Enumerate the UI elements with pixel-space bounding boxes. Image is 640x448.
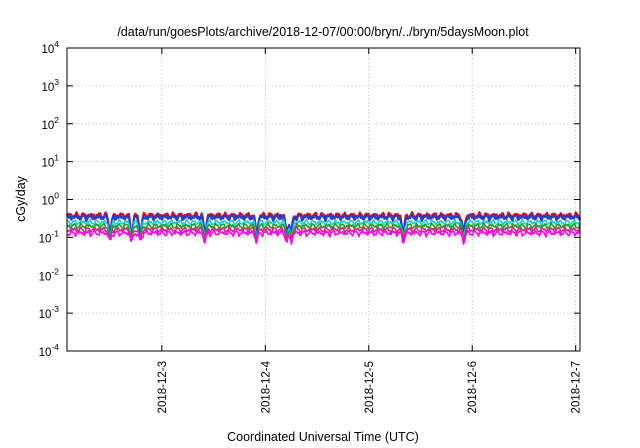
series-group [66,211,582,245]
y-tick-label: 10-3 [39,304,60,321]
x-tick-label: 2018-12-6 [467,361,479,413]
x-axis-label: Coordinated Universal Time (UTC) [227,430,419,444]
x-tick-label: 2018-12-3 [157,361,169,413]
x-tick-label: 2018-12-7 [571,361,583,413]
y-tick-label: 10-4 [39,342,60,359]
x-tick-label: 2018-12-4 [260,360,272,413]
y-tick-label: 100 [41,191,59,208]
series-line [66,212,581,241]
x-axis: 2018-12-3 2018-12-4 2018-12-5 2018-12-6 2018… [157,48,583,413]
series-line [66,218,581,244]
y-tick-label: 101 [41,153,59,170]
chart-title: /data/run/goesPlots/archive/2018-12-07/0… [117,25,529,39]
series-line [66,229,581,245]
y-tick-label: 102 [41,115,59,132]
y-axis: 10-4 10-3 10-2 10-1 100 101 102 103 104 [39,39,580,359]
grid [67,47,580,352]
x-tick-label: 2018-12-5 [364,361,376,413]
y-axis-label: cGy/day [14,175,28,222]
series-line [66,222,581,244]
y-tick-label: 104 [41,39,59,56]
y-tick-label: 10-1 [39,228,60,245]
y-tick-label: 103 [41,77,59,94]
y-tick-label: 10-2 [39,266,60,283]
